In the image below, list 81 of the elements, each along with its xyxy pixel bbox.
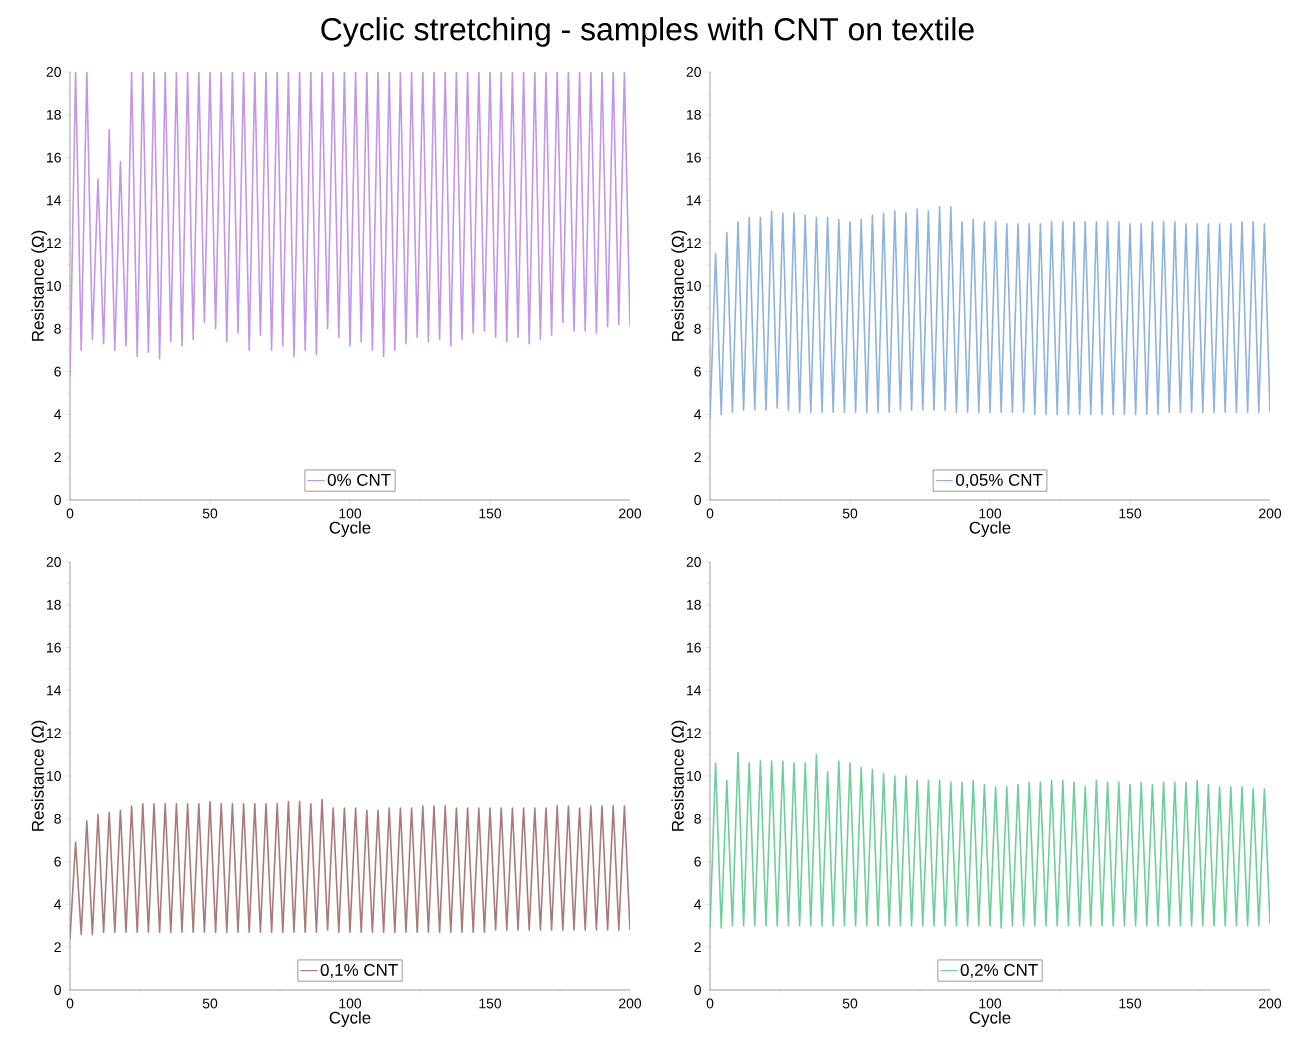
y-tick-label: 0 [54,985,61,995]
y-tick-label: 10 [47,281,61,291]
x-tick-label: 0 [66,508,74,519]
y-tick-label: 12 [47,728,61,739]
x-tick-label: 0 [706,998,714,1009]
x-tick-label: 100 [979,508,1002,519]
y-tick-label: 12 [687,728,701,739]
y-tick-label: 2 [54,942,61,953]
x-tick-label: 50 [842,998,858,1009]
x-tick-label: 150 [479,998,502,1009]
x-axis-title: Cycle [969,1011,1011,1028]
x-axis-title: Cycle [329,1011,371,1028]
y-tick-label: 2 [694,942,701,953]
y-axis-title: Resistance (Ω) [671,720,688,831]
line-series [70,71,631,377]
y-tick-label: 16 [687,152,701,163]
x-tick-label: 200 [619,508,642,519]
x-tick-label: 150 [1119,998,1142,1009]
x-tick-label: 200 [1259,998,1282,1009]
y-tick-label: 8 [54,813,61,824]
y-axis-title: Resistance (Ω) [671,230,688,341]
y-tick-label: 2 [54,452,61,463]
x-tick-label: 100 [339,508,362,519]
y-tick-label: 10 [47,771,61,781]
y-tick-label: 4 [54,899,62,910]
x-tick-label: 50 [202,998,218,1009]
y-tick-label: 20 [686,67,701,77]
y-tick-label: 14 [687,195,702,206]
y-tick-label: 16 [687,642,701,653]
y-tick-label: 2 [694,452,701,463]
y-tick-label: 0 [694,985,701,995]
x-tick-label: 100 [979,998,1002,1009]
y-tick-label: 0 [54,495,61,505]
y-tick-label: 4 [694,409,702,420]
y-tick-label: 4 [54,409,62,420]
legend-label: 0,1% CNT [320,963,398,978]
y-tick-label: 16 [47,642,61,653]
x-axis-title: Cycle [969,521,1011,537]
y-tick-label: 18 [47,599,61,610]
y-tick-label: 8 [694,813,701,824]
x-tick-label: 50 [842,508,858,519]
line-series [710,751,1271,929]
legend-label: 0,2% CNT [960,963,1038,978]
y-tick-label: 20 [46,557,61,567]
chart-title: Cyclic stretching - samples with CNT on textile [321,17,974,47]
x-tick-label: 50 [202,508,218,519]
y-tick-label: 6 [694,856,701,867]
x-tick-label: 200 [1259,508,1282,519]
y-tick-label: 18 [687,109,701,120]
x-tick-label: 0 [706,508,714,519]
y-tick-label: 14 [47,685,62,696]
y-tick-label: 6 [54,856,61,867]
legend-label: 0% CNT [327,473,391,486]
y-tick-label: 4 [694,899,702,910]
y-axis-title: Resistance (Ω) [31,720,48,831]
y-tick-label: 14 [687,685,702,696]
y-tick-label: 6 [694,366,701,377]
y-tick-label: 20 [686,557,701,567]
y-tick-label: 20 [46,67,61,77]
y-tick-label: 14 [47,195,62,206]
y-tick-label: 10 [687,281,701,291]
y-tick-label: 10 [687,771,701,781]
x-axis-title: Cycle [329,521,371,537]
line-series [70,798,631,940]
x-tick-label: 150 [479,508,502,519]
y-tick-label: 0 [694,495,701,505]
x-tick-label: 200 [619,998,642,1009]
y-tick-label: 8 [694,323,701,334]
legend-label: 0,05% CNT [956,473,1043,488]
x-tick-label: 150 [1119,508,1142,519]
y-tick-label: 12 [687,238,701,249]
y-tick-label: 12 [47,238,61,249]
x-tick-label: 100 [339,998,362,1009]
x-tick-label: 0 [66,998,74,1009]
y-tick-label: 18 [47,109,61,120]
y-tick-label: 8 [54,323,61,334]
y-tick-label: 6 [54,366,61,377]
y-tick-label: 18 [687,599,701,610]
line-series [710,206,1271,420]
y-tick-label: 16 [47,152,61,163]
y-axis-title: Resistance (Ω) [31,230,48,341]
